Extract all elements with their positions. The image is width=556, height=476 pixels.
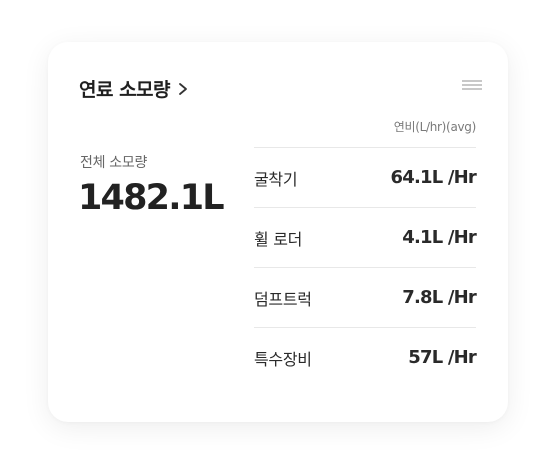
fuel-efficiency-value: 4.1L /Hr <box>402 227 477 248</box>
table-row: 특수장비 57L /Hr <box>254 327 477 387</box>
total-consumption-value: 1482.1L <box>78 178 225 218</box>
card-title: 연료 소모량 <box>79 79 171 101</box>
menu-icon[interactable] <box>462 80 482 92</box>
fuel-consumption-card: 연료 소모량 전체 소모량 1482.1L 연비(L/hr)(avg) 굴착기 … <box>48 42 508 422</box>
fuel-efficiency-value: 57L /Hr <box>408 347 476 368</box>
equipment-name: 굴착기 <box>254 169 298 189</box>
chevron-right-icon <box>176 80 190 98</box>
equipment-name: 특수장비 <box>254 349 312 369</box>
table-row: 휠 로더 4.1L /Hr <box>254 207 477 267</box>
equipment-name: 휠 로더 <box>254 229 303 249</box>
table-row: 굴착기 64.1L /Hr <box>254 147 477 207</box>
fuel-efficiency-value: 64.1L /Hr <box>390 167 477 188</box>
equipment-name: 덤프트럭 <box>254 289 312 309</box>
unit-caption: 연비(L/hr)(avg) <box>393 120 477 134</box>
card-title-link[interactable]: 연료 소모량 <box>79 75 190 102</box>
total-consumption-label: 전체 소모량 <box>80 155 148 171</box>
equipment-table: 굴착기 64.1L /Hr 휠 로더 4.1L /Hr 덤프트럭 7.8L /H… <box>254 147 477 387</box>
table-row: 덤프트럭 7.8L /Hr <box>254 267 477 327</box>
fuel-efficiency-value: 7.8L /Hr <box>402 287 477 308</box>
